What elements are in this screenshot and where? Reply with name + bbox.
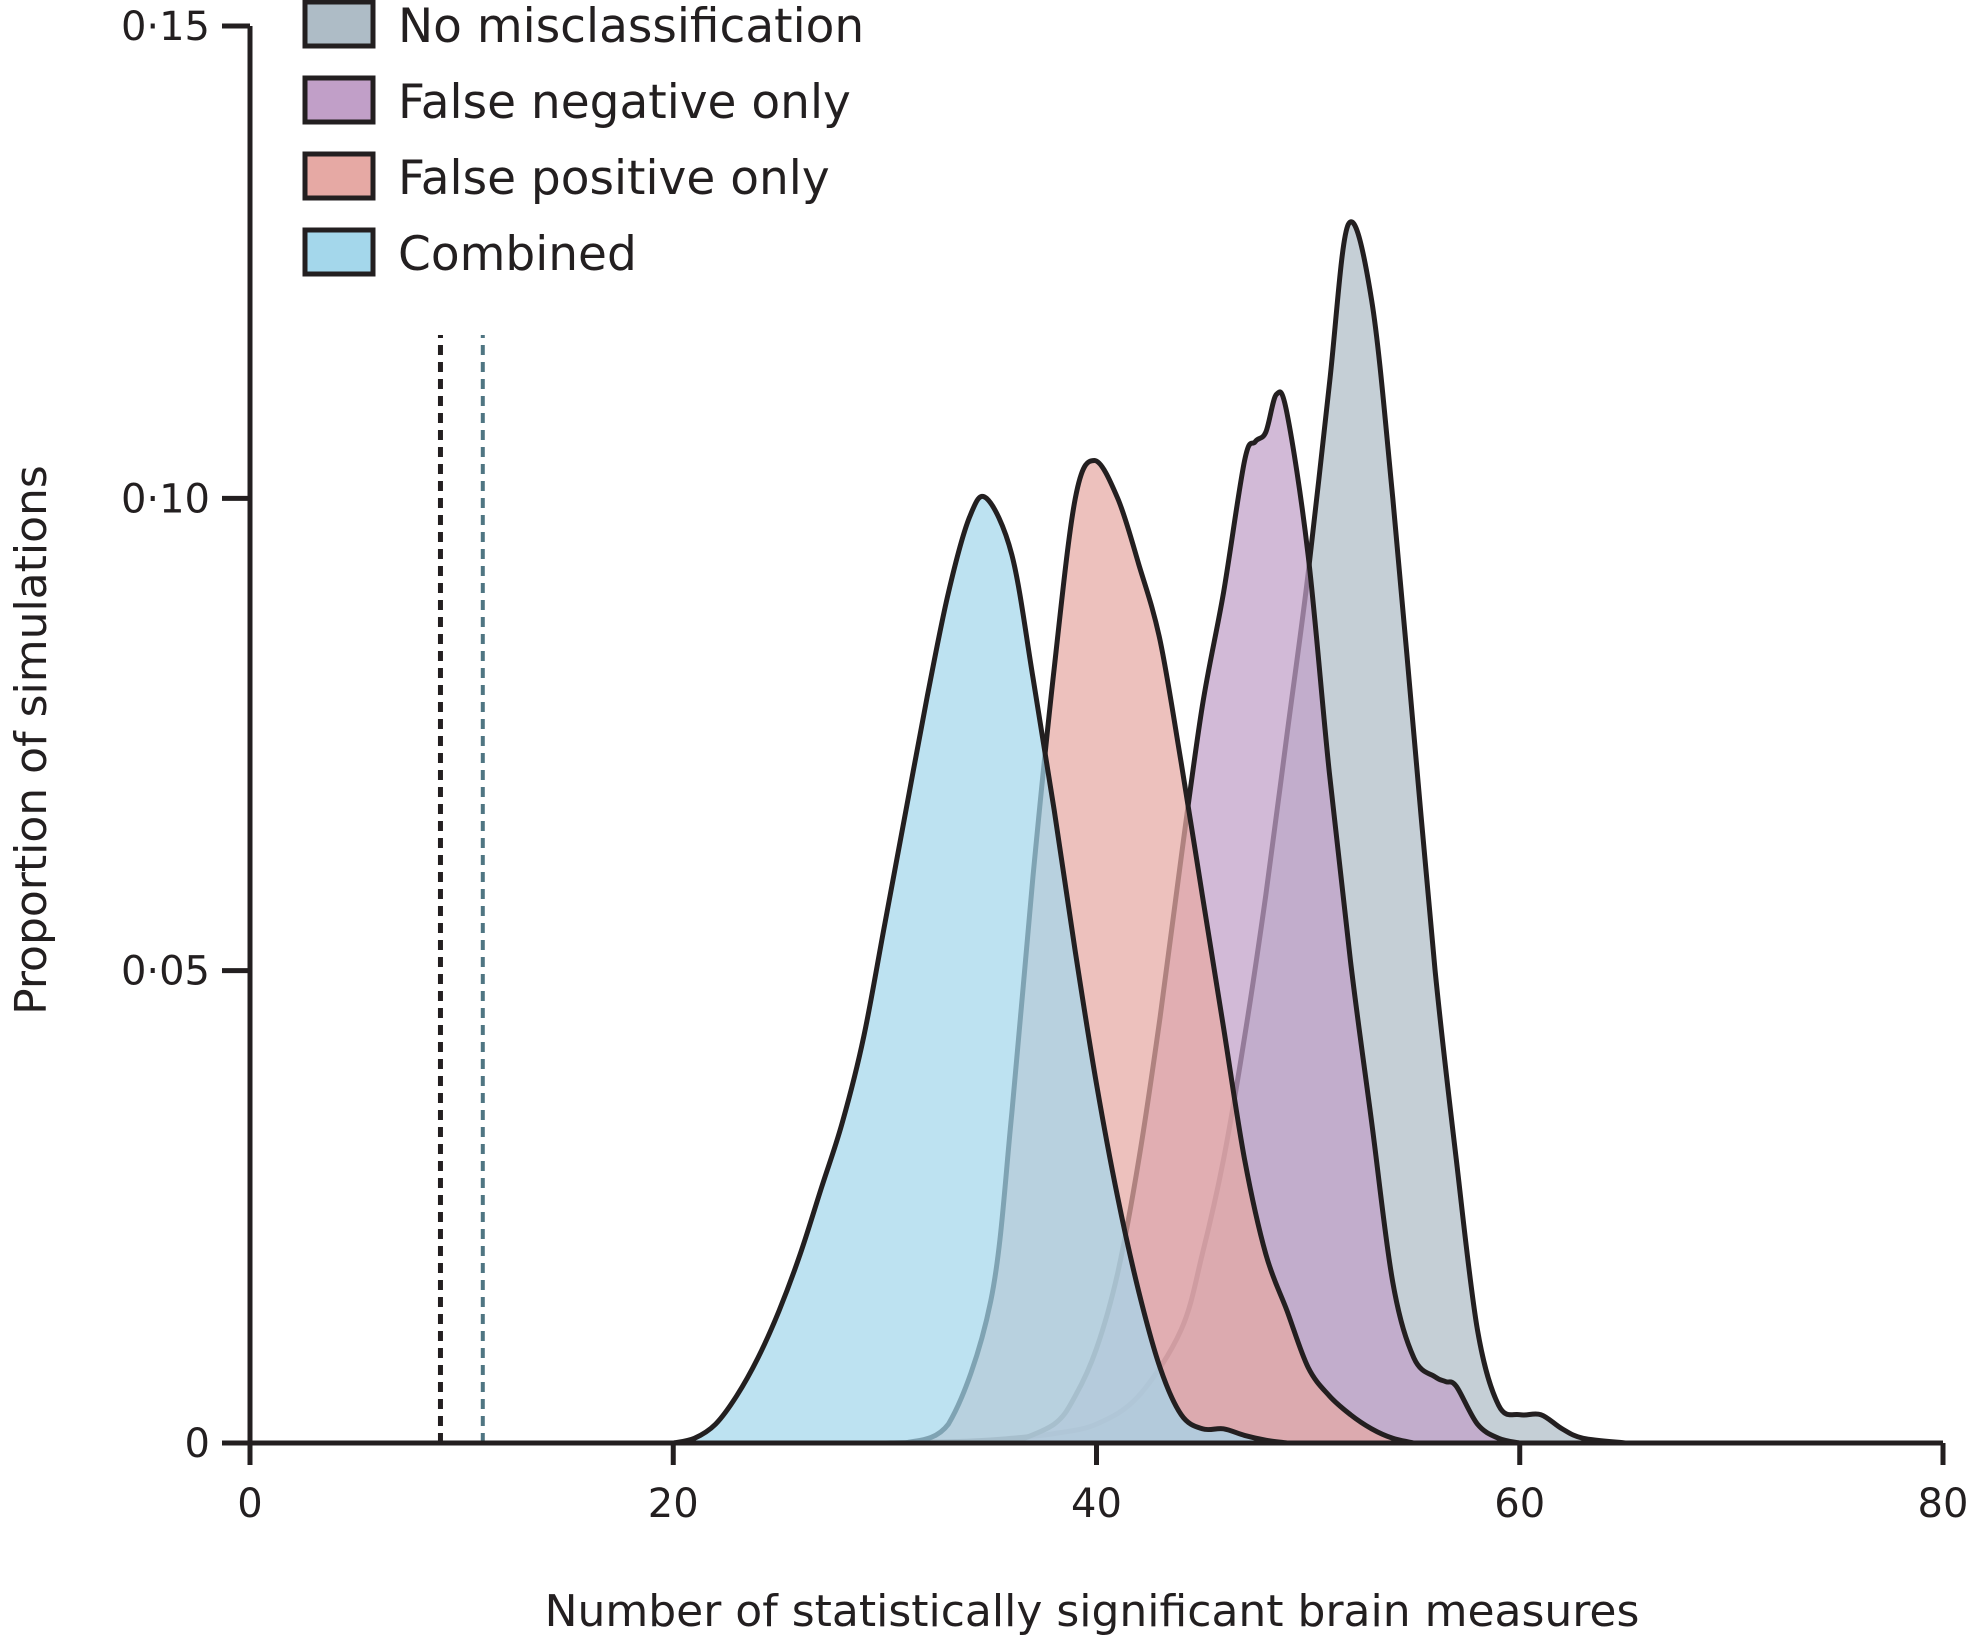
legend-swatch-false-negative-only xyxy=(302,75,376,125)
area-combined xyxy=(670,493,1290,1446)
legend-swatch-no-misclassification xyxy=(302,0,376,49)
x-axis-title: Number of statistically significant brai… xyxy=(545,1586,1640,1637)
y-tick-label: 0·05 xyxy=(121,949,210,995)
reference-lines xyxy=(437,335,485,1443)
axes: 0 20 40 60 80 0 0·05 0·10 0·15 xyxy=(121,4,1969,1527)
distribution-areas xyxy=(670,219,1629,1446)
x-tick-label: 0 xyxy=(237,1481,262,1527)
y-tick-label: 0 xyxy=(185,1421,210,1467)
y-tick-label: 0·15 xyxy=(121,4,210,50)
x-tick-label: 40 xyxy=(1071,1481,1122,1527)
legend-swatch-combined xyxy=(302,227,376,277)
legend-label-false-positive-only: False positive only xyxy=(398,151,830,206)
legend-label-combined: Combined xyxy=(398,227,637,282)
legend: No misclassification False negative only F… xyxy=(302,0,864,282)
legend-label-no-misclassification: No misclassification xyxy=(398,0,864,54)
x-tick-label: 80 xyxy=(1918,1481,1969,1527)
y-tick-label: 0·10 xyxy=(121,476,210,522)
y-axis-title: Proportion of simulations xyxy=(6,465,57,1015)
x-tick-label: 60 xyxy=(1494,1481,1545,1527)
legend-label-false-negative-only: False negative only xyxy=(398,75,851,130)
legend-swatch-false-positive-only xyxy=(302,151,376,201)
x-tick-label: 20 xyxy=(648,1481,699,1527)
